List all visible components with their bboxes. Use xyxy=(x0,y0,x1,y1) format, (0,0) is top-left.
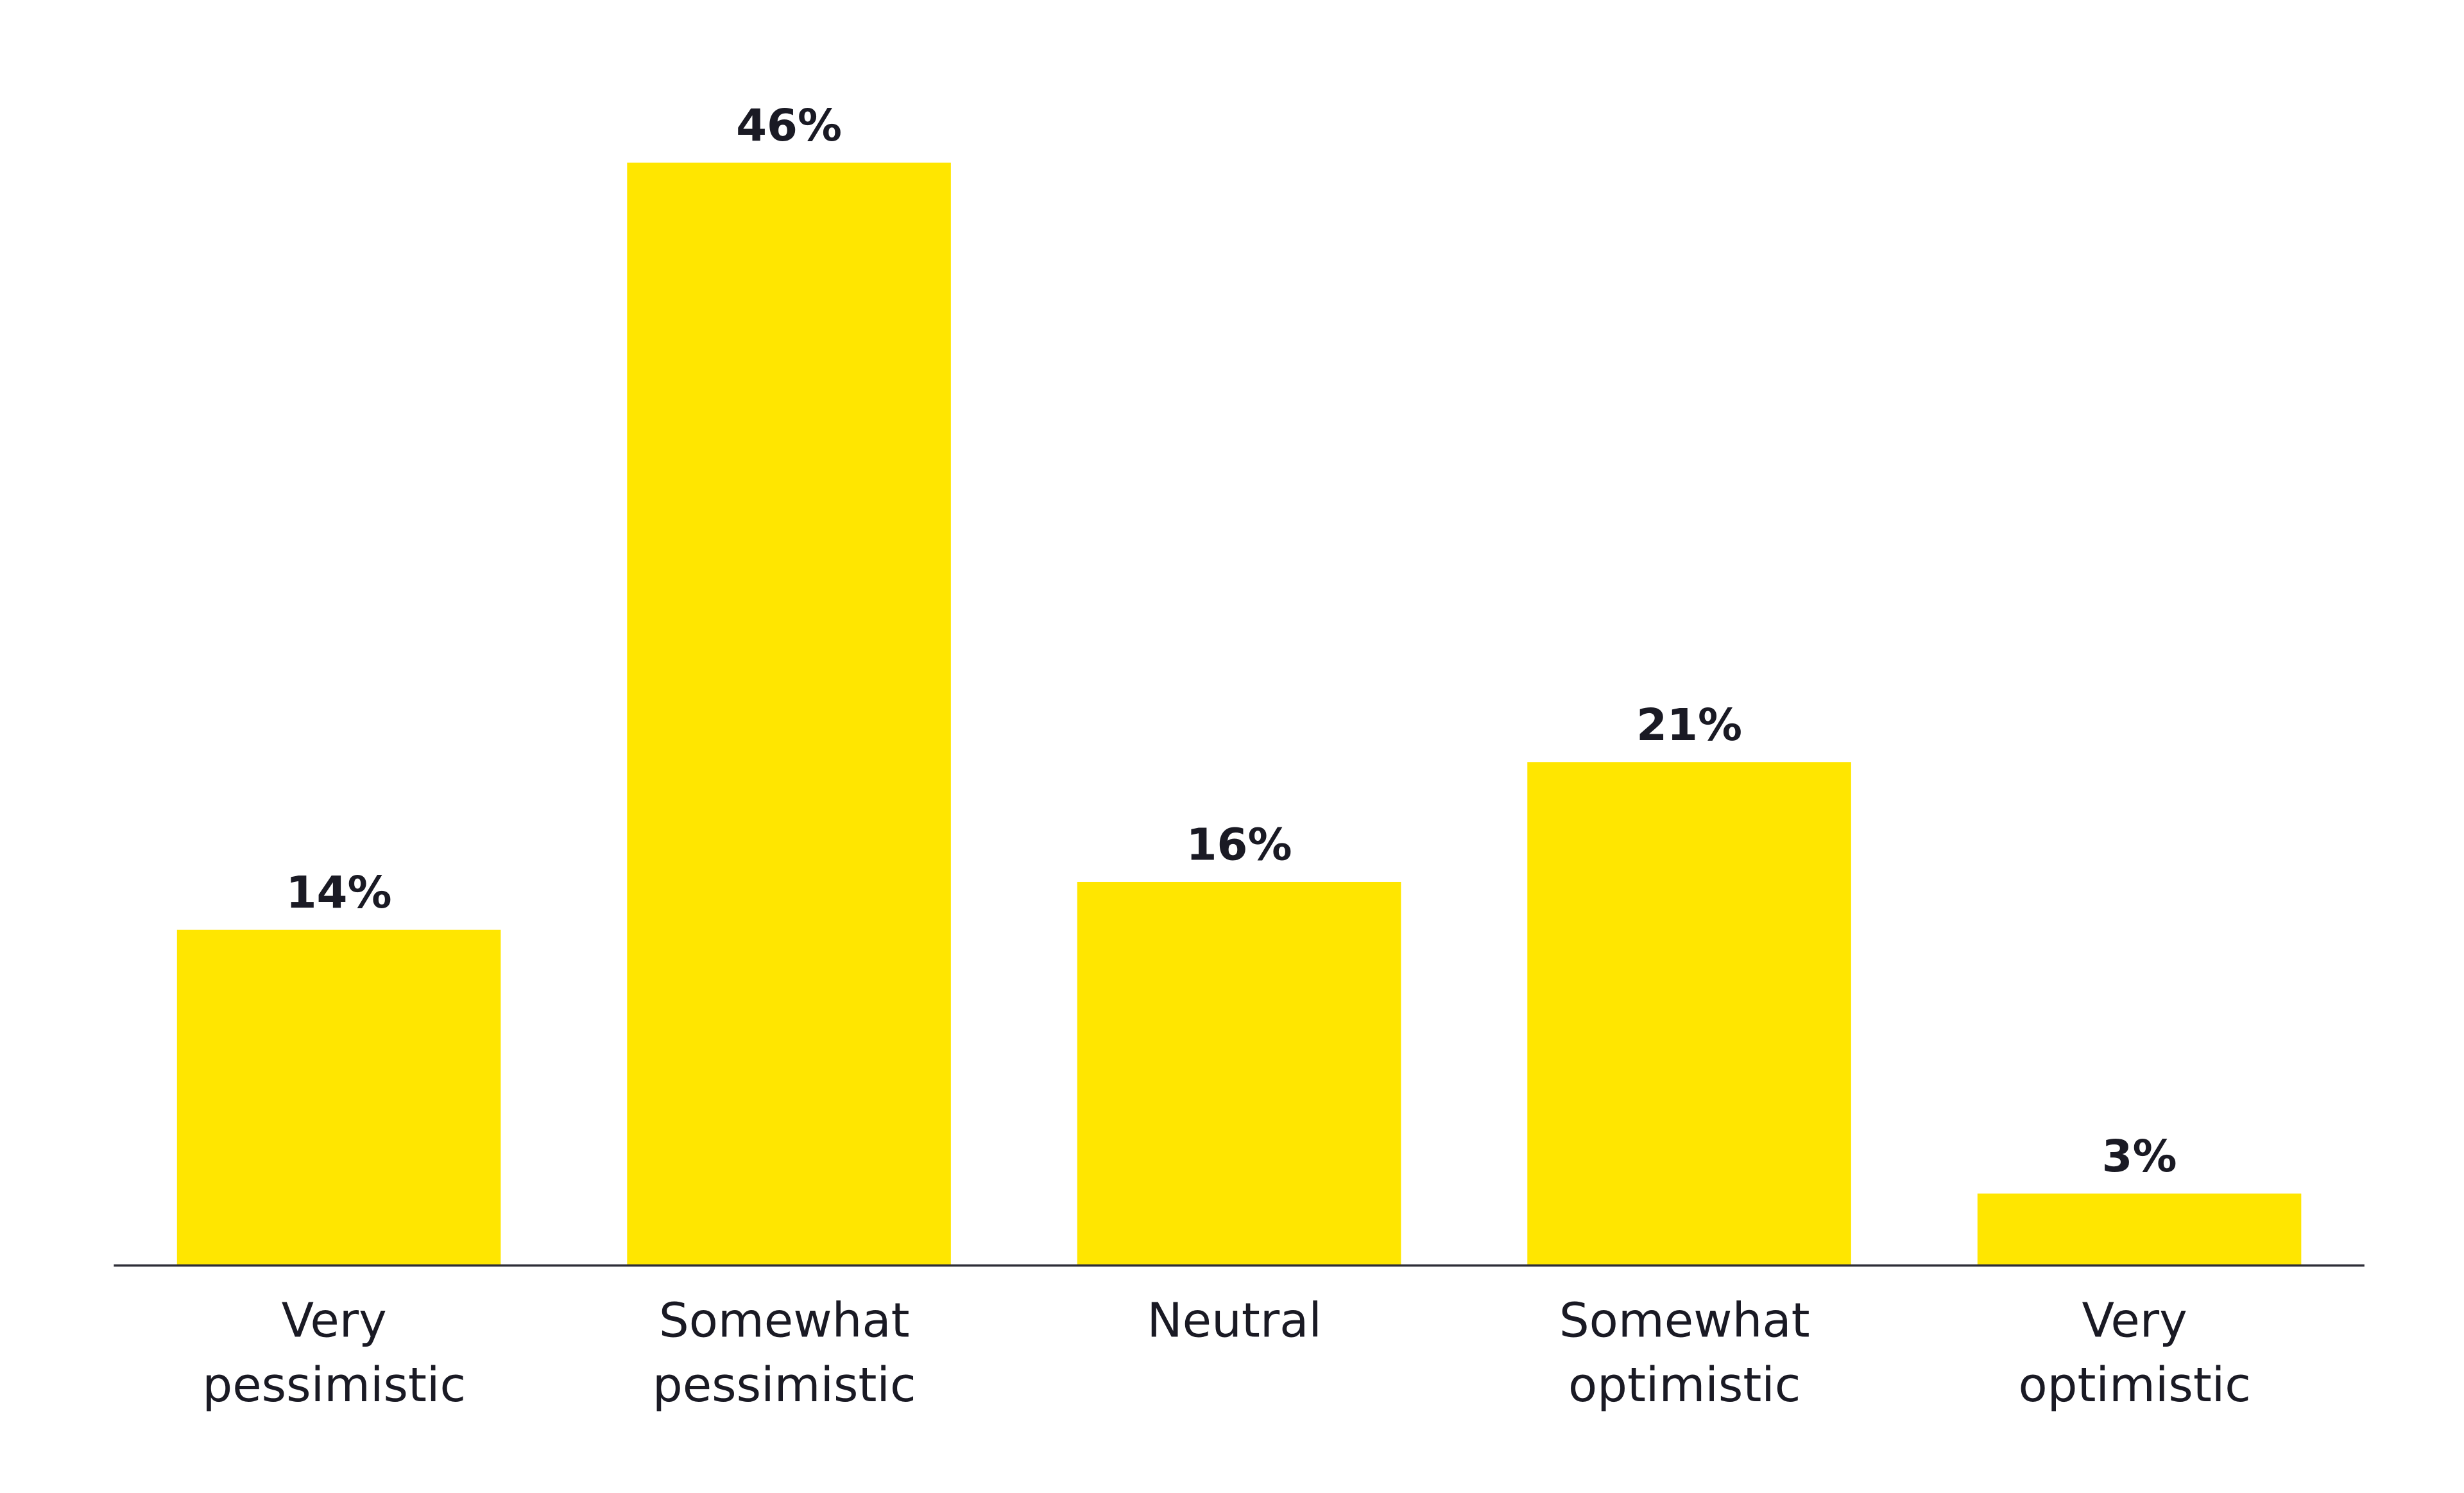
data-label: 16% xyxy=(1186,820,1292,871)
category-label: Somewhat xyxy=(659,1293,910,1348)
bar-2 xyxy=(1077,881,1401,1266)
data-label: 14% xyxy=(286,867,392,919)
category-label: pessimistic xyxy=(202,1358,466,1413)
data-label: 3% xyxy=(2102,1131,2177,1182)
category-label: pessimistic xyxy=(653,1358,916,1413)
category-label: Neutral xyxy=(1147,1293,1322,1348)
bar-0 xyxy=(176,929,501,1266)
category-label: optimistic xyxy=(2018,1358,2250,1413)
bar-3 xyxy=(1527,762,1851,1266)
data-label: 46% xyxy=(736,100,842,151)
category-label: Very xyxy=(2082,1293,2187,1348)
bar-1 xyxy=(627,162,951,1266)
category-label: Very xyxy=(282,1293,387,1348)
category-label: Somewhat xyxy=(1559,1293,1810,1348)
data-label: 21% xyxy=(1636,700,1742,751)
bar-4 xyxy=(1977,1193,2302,1266)
category-label: optimistic xyxy=(1568,1358,1801,1413)
